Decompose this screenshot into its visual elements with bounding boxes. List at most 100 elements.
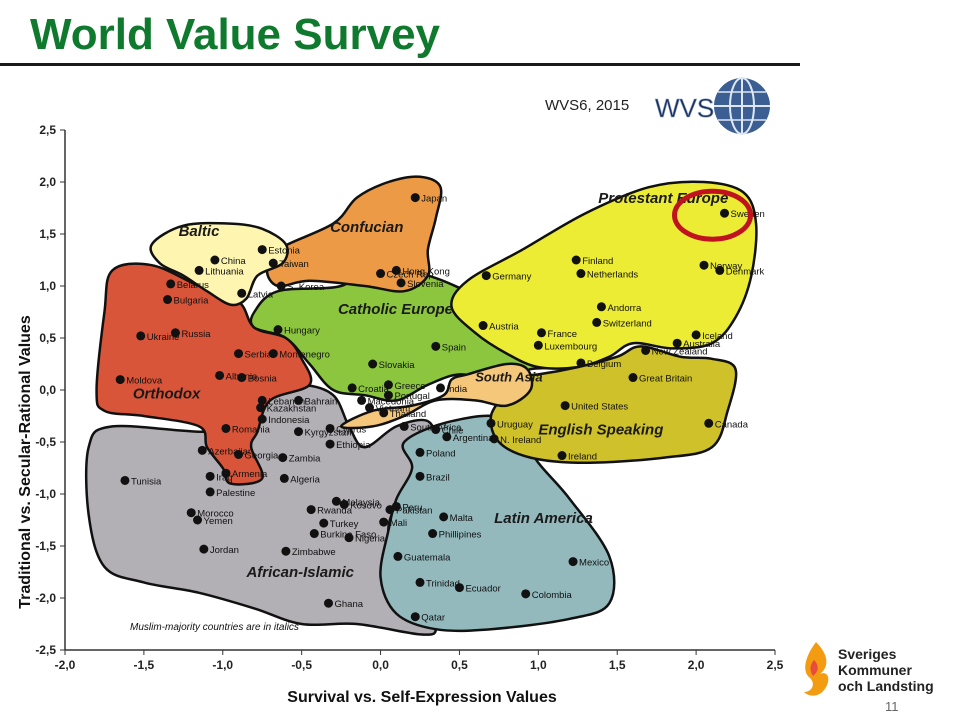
point-label-bahrain: Bahrain [305,396,338,407]
point-label-france: France [547,329,577,340]
point-label-india: India [447,384,468,395]
point-label-georgia: Georgia [245,450,280,461]
point-label-finland: Finland [582,256,613,267]
point-label-uruguay: Uruguay [497,419,533,430]
point-rwanda [306,505,316,515]
x-tick-label: 0,0 [372,658,389,672]
point-label-hungary: Hungary [284,326,320,337]
point-label-ecuador: Ecuador [465,584,500,595]
region-label-baltic: Baltic [179,223,221,240]
source-label: WVS6, 2015 [545,97,629,114]
point-trinidad [415,577,425,587]
point-label-kazakhstan: Kazakhstan [267,404,317,415]
region-orthodox [95,262,313,486]
y-tick-label: 2,0 [39,175,56,189]
y-tick-label: -0,5 [35,435,56,449]
cultural-map-chart: -2,0 -1,5 -1,0 -0,5 0,0 0,5 1,0 1,5 2,0 2,5 2,5 2,0… [17,77,784,706]
point-lebanon [257,395,267,405]
point-iraq [205,471,215,481]
point-label-taiwan: Taiwan [279,259,309,270]
point-label-turkey: Turkey [330,519,359,530]
y-tick-label: -2,5 [35,643,56,657]
point-kyrgyzstan [294,427,304,437]
point-guatemala [393,551,403,561]
point-bosnia [237,373,247,383]
region-label-confucian: Confucian [330,219,403,236]
x-tick-label: 1,0 [530,658,547,672]
point-label-malaysia: Malaysia [342,497,380,508]
point-label-switzerland: Switzerland [603,318,652,329]
point-finland [571,255,581,265]
point-label-ethiopia: Ethiopia [336,440,371,451]
point-estonia [257,245,267,255]
point-burkina-faso [309,529,319,539]
point-label-austria: Austria [489,322,519,333]
point-luxembourg [533,340,543,350]
point-montenegro [268,349,278,359]
point-spain [431,341,441,351]
point-bahrain [294,395,304,405]
point-label-spain: Spain [442,342,466,353]
point-ghana [323,598,333,608]
region-label-african-islamic: African-Islamic [245,564,354,581]
point-label-slovakia: Slovakia [379,360,416,371]
point-lithuania [194,265,204,275]
y-tick-label: -2,0 [35,591,56,605]
point-great-britain [628,373,638,383]
slide-title: World Value Survey [30,10,441,59]
point-label-morocco: Morocco [197,509,233,520]
point-label-malta: Malta [450,513,474,524]
point-serbia [234,349,244,359]
point-label-yemen: Yemen [204,516,233,527]
point-label-poland: Poland [426,448,456,459]
point-label-norway: Norway [710,261,742,272]
point-colombia [521,589,531,599]
point-indonesia [257,414,267,424]
point-morocco [186,508,196,518]
point-canada [704,418,714,428]
point-kazakhstan [256,403,266,413]
sweden-highlight-ring [672,188,754,242]
point-label-mali: Mali [390,518,407,529]
y-tick-label: 0,5 [39,331,56,345]
point-romania [221,423,231,433]
point-bulgaria [163,295,173,305]
point-label-australia: Australia [683,339,721,350]
point-brazil [415,471,425,481]
point-label-andorra: Andorra [607,303,642,314]
point-label-trinidad: Trinidad [426,578,460,589]
point-label-kyrgyzstan: Kyrgyzstan [305,428,352,439]
point-label-iraq: Iraq [216,472,232,483]
region-south-asia [339,362,534,430]
point-united-states [560,401,570,411]
point-s-korea [276,281,286,291]
region-baltic [149,221,289,307]
point-label-russia: Russia [181,329,211,340]
point-label-zambia: Zambia [289,454,321,465]
point-label-greece: Greece [394,381,425,392]
point-slovakia [368,359,378,369]
page-number: 11 [885,699,899,714]
region-labels: Baltic Confucian Protestant Europe Catho… [133,190,728,581]
point-poland [415,447,425,457]
footnote: Muslim-majority countries are in italics [130,622,299,633]
brand-logo: Sveriges Kommuner och Landsting [798,636,958,706]
cluster-regions [84,175,758,636]
point-label-peru: Peru [402,502,422,513]
region-label-latin: Latin America [494,510,593,527]
point-label-luxembourg: Luxembourg [544,341,597,352]
point-azerbaijan [197,445,207,455]
point-label-palestine: Palestine [216,488,255,499]
point-label-czech-rep: Czech Rep. [387,270,437,281]
y-tick-label: 1,5 [39,227,56,241]
point-label-macedonia: Macedonia [368,396,415,407]
point-ukraine [136,331,146,341]
title-rule [0,63,800,66]
point-mexico [568,557,578,567]
x-tick-label: -0,5 [291,658,312,672]
point-germany [481,271,491,281]
point-belgium [576,358,586,368]
point-france [536,328,546,338]
point-nigeria [344,533,354,543]
